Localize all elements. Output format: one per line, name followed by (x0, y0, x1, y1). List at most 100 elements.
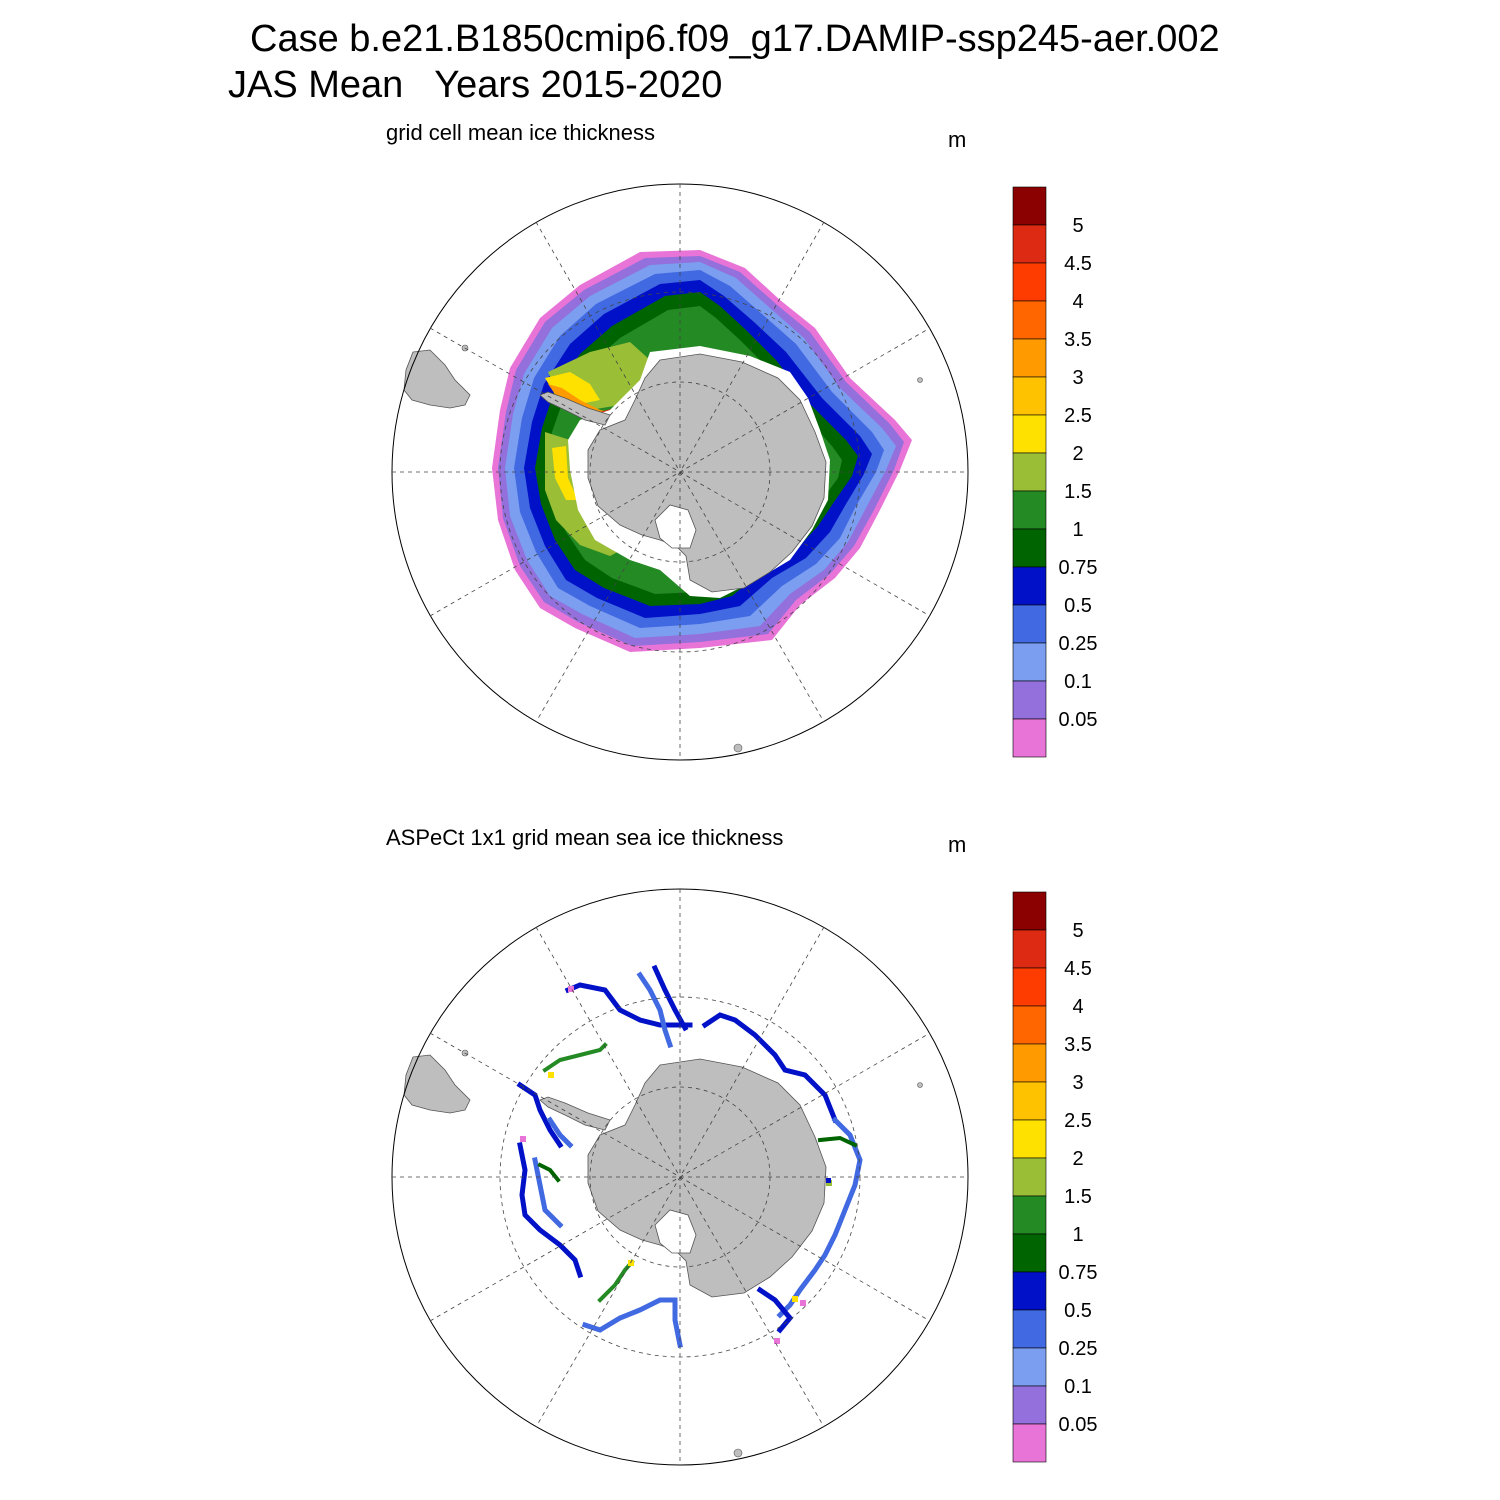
colorbar2-label-10: 0.5 (1064, 1300, 1092, 1322)
colorbar1-label-2: 4 (1072, 291, 1083, 313)
colorbar2-swatch-10 (1012, 1271, 1047, 1311)
colorbar1-label-12: 0.1 (1064, 671, 1092, 693)
track-4 (701, 1012, 839, 1124)
colorbar1-label-1: 4.5 (1064, 253, 1092, 275)
colorbar2-label-8: 1 (1072, 1224, 1083, 1246)
colorbar1-label-9: 0.75 (1059, 557, 1098, 579)
colorbar2-swatch-5 (1012, 1081, 1047, 1121)
panel1-map (391, 183, 969, 761)
colorbar1-label-4: 3 (1072, 367, 1083, 389)
track-8 (581, 1297, 683, 1348)
colorbar2-swatch-12 (1012, 1347, 1047, 1387)
obs-blue-1 (826, 1178, 831, 1183)
colorbar1-swatch-11 (1012, 604, 1047, 644)
ice-thick-yellow-2 (552, 446, 578, 500)
colorbar1-swatch-2 (1012, 262, 1047, 302)
colorbar1-label-7: 1.5 (1064, 481, 1092, 503)
colorbar1-swatch-14 (1012, 718, 1047, 758)
track-11 (532, 1157, 564, 1229)
panel1-title: grid cell mean ice thickness (386, 120, 656, 145)
panel1-graticule (392, 184, 968, 760)
panel2-graticule (392, 889, 968, 1465)
obs-pink-4 (774, 1338, 780, 1344)
colorbar2-label-0: 5 (1072, 920, 1083, 942)
colorbar1-swatch-9 (1012, 528, 1047, 568)
colorbar1-label-0: 5 (1072, 215, 1083, 237)
island-5 (917, 1082, 923, 1088)
obs-pink-1 (568, 986, 574, 992)
colorbar2-swatch-7 (1012, 1157, 1047, 1197)
colorbar2-label-11: 0.25 (1059, 1338, 1098, 1360)
colorbar2-swatch-0 (1012, 891, 1047, 931)
colorbar1-swatch-4 (1012, 338, 1047, 378)
panel2-title: ASPeCt 1x1 grid mean sea ice thickness (386, 825, 784, 850)
colorbar2-swatch-4 (1012, 1043, 1047, 1083)
south-america-landmass (403, 349, 471, 409)
colorbar2-swatch-9 (1012, 1233, 1047, 1273)
colorbar1-label-10: 0.5 (1064, 595, 1092, 617)
ross-shelf-notch-2 (654, 1209, 697, 1254)
ice-thick-orange (548, 384, 620, 420)
panel2-units: m (948, 832, 967, 857)
colorbar2-swatch-1 (1012, 929, 1047, 969)
ross-shelf-notch (654, 504, 697, 549)
island-3 (733, 743, 743, 753)
colorbar1-swatch-1 (1012, 224, 1047, 264)
colorbar1-swatch-13 (1012, 680, 1047, 720)
track-13 (542, 1042, 608, 1073)
obs-yellow-3 (792, 1296, 798, 1302)
colorbar1-swatch-5 (1012, 376, 1047, 416)
colorbar2-label-2: 4 (1072, 996, 1083, 1018)
obs-yellow-1 (548, 1072, 554, 1078)
track-15 (537, 1162, 561, 1183)
south-america-landmass-2 (403, 1054, 471, 1114)
panel1-units: m (948, 127, 967, 152)
colorbar2-label-13: 0.05 (1059, 1414, 1098, 1436)
colorbar1-swatch-10 (1012, 566, 1047, 606)
colorbar1-label-6: 2 (1072, 443, 1083, 465)
colorbar2-label-7: 1.5 (1064, 1186, 1092, 1208)
colorbar2-swatch-3 (1012, 1005, 1047, 1045)
figure-title-line2: JAS Mean Years 2015-2020 (228, 64, 723, 106)
track-1 (564, 982, 693, 1028)
panel1-colorbar: 5 4.5 4 3.5 3 2.5 2 1.5 1 0.75 0.5 0.25 0.1 0.05 (1012, 186, 1098, 758)
colorbar2-label-12: 0.1 (1064, 1376, 1092, 1398)
colorbar1-label-13: 0.05 (1059, 709, 1098, 731)
island-2 (917, 377, 923, 383)
colorbar1-swatch-7 (1012, 452, 1047, 492)
colorbar2-swatch-11 (1012, 1309, 1047, 1349)
colorbar2-swatch-2 (1012, 967, 1047, 1007)
colorbar1-swatch-12 (1012, 642, 1047, 682)
colorbar2-label-1: 4.5 (1064, 958, 1092, 980)
track-9 (597, 1259, 635, 1303)
colorbar2-swatch-13 (1012, 1385, 1047, 1425)
antarctica-landmass (587, 353, 827, 593)
colorbar1-label-3: 3.5 (1064, 329, 1092, 351)
panel2-track-highlights (520, 986, 832, 1344)
track-12 (516, 1081, 564, 1149)
colorbar1-label-8: 1 (1072, 519, 1083, 541)
obs-pink-2 (520, 1136, 526, 1142)
panel2-colorbar: 5 4.5 4 3.5 3 2.5 2 1.5 1 0.75 0.5 0.25 0.1 0.05 (1012, 891, 1098, 1463)
track-2 (636, 971, 674, 1049)
colorbar2-swatch-8 (1012, 1195, 1047, 1235)
colorbar2-swatch-14 (1012, 1423, 1047, 1463)
colorbar1-label-11: 0.25 (1059, 633, 1098, 655)
colorbar1-swatch-6 (1012, 414, 1047, 454)
track-5 (776, 1116, 863, 1319)
colorbar1-swatch-0 (1012, 186, 1047, 226)
track-10 (517, 1142, 584, 1279)
colorbar1-swatch-8 (1012, 490, 1047, 530)
figure-title-line1: Case b.e21.B1850cmip6.f09_g17.DAMIP-ssp2… (250, 18, 1220, 60)
colorbar1-swatch-3 (1012, 300, 1047, 340)
track-14 (546, 1116, 574, 1149)
colorbar2-swatch-6 (1012, 1119, 1047, 1159)
track-7 (756, 1286, 794, 1334)
colorbar2-label-3: 3.5 (1064, 1034, 1092, 1056)
obs-yellow-2 (628, 1260, 634, 1266)
panel2-observation-tracks (516, 964, 863, 1348)
panel2-map (391, 888, 969, 1466)
colorbar2-label-4: 3 (1072, 1072, 1083, 1094)
antarctica-landmass-2 (587, 1058, 827, 1298)
